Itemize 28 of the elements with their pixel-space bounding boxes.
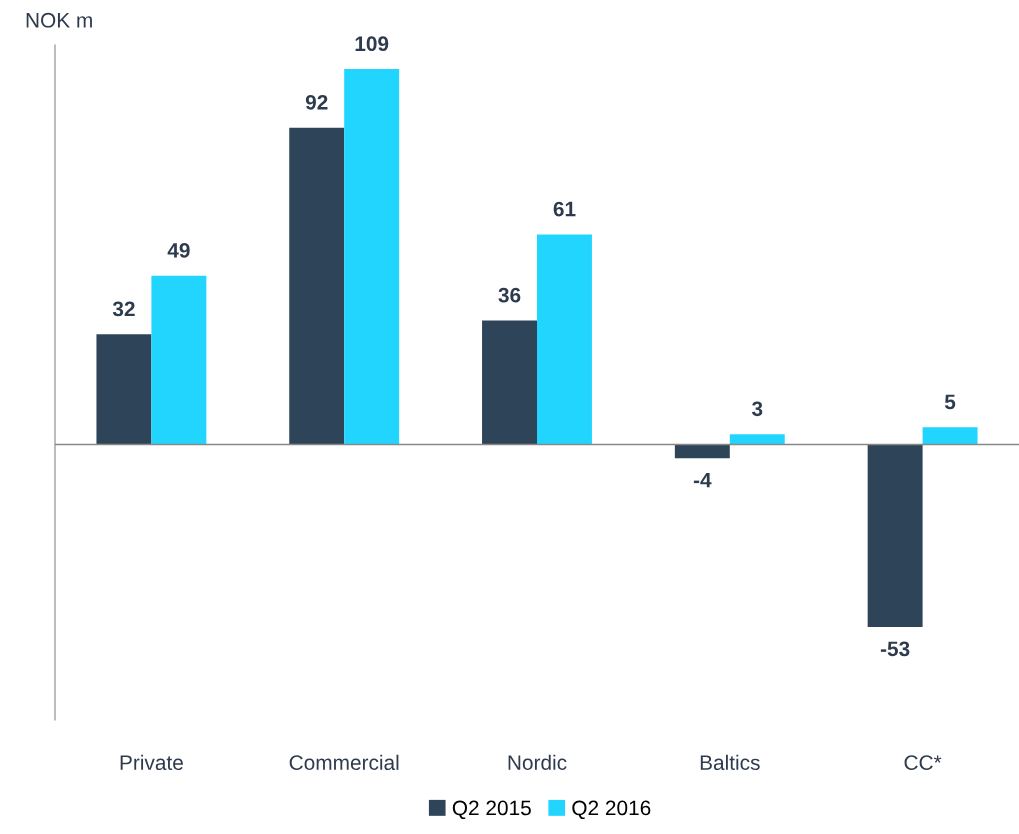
data-label: 5 xyxy=(944,394,956,410)
bar xyxy=(674,444,730,459)
x-tick-label: Private xyxy=(120,754,183,771)
legend-label: Q2 2015 xyxy=(452,800,531,820)
data-label: 32 xyxy=(112,301,135,317)
bar xyxy=(867,444,923,628)
bar xyxy=(729,434,785,445)
bar xyxy=(537,234,592,445)
bar xyxy=(151,275,207,445)
bar xyxy=(482,320,537,445)
bar xyxy=(344,69,400,445)
bar xyxy=(922,427,978,445)
x-tick-label: Baltics xyxy=(700,754,760,771)
bar xyxy=(96,334,152,445)
x-tick-label: CC* xyxy=(904,755,942,771)
data-label: 92 xyxy=(305,94,328,110)
x-tick-label: Nordic xyxy=(508,754,567,771)
bar xyxy=(289,127,345,445)
data-label: 109 xyxy=(355,36,389,52)
legend-label: Q2 2016 xyxy=(572,800,651,820)
data-label: 61 xyxy=(553,201,576,217)
data-label: 3 xyxy=(751,401,763,417)
y-axis-title: NOK m xyxy=(26,12,92,28)
data-label: 49 xyxy=(167,242,190,258)
data-label: 36 xyxy=(498,287,521,303)
data-label: -53 xyxy=(880,641,910,657)
x-tick-label: Commercial xyxy=(289,754,399,771)
data-label: -4 xyxy=(693,472,712,488)
